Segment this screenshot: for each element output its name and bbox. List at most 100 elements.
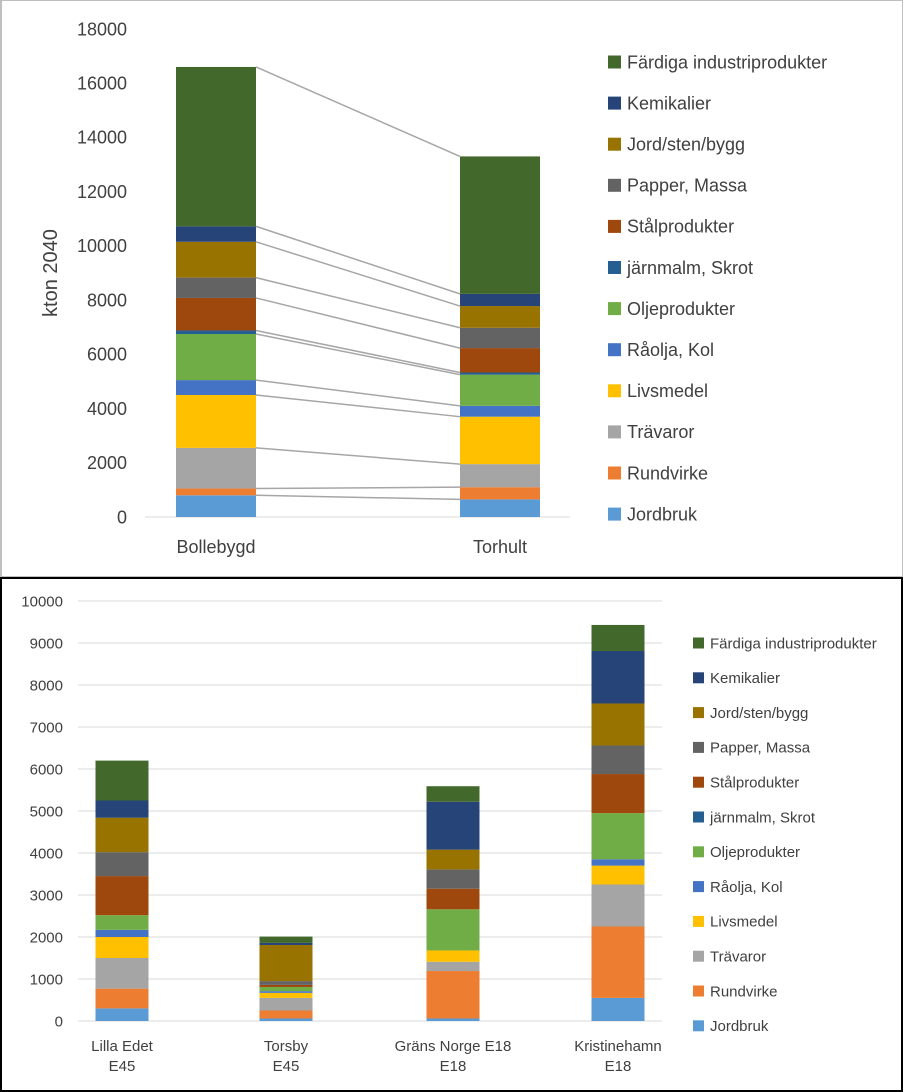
bar-segment-kemikalier xyxy=(176,226,256,242)
legend-swatch-järnmalm-skrot xyxy=(693,811,704,823)
bar-segment-livsmedel xyxy=(176,395,256,448)
bar-segment-stålprodukter xyxy=(460,348,540,373)
bar-segment-trävaror xyxy=(426,961,480,972)
legend-swatch-färdiga-industriprodukter xyxy=(608,55,621,69)
legend-label: Oljeprodukter xyxy=(710,844,800,861)
bar-segment-rundvirke xyxy=(259,1010,313,1019)
series-line-järnmalm-skrot xyxy=(255,329,461,374)
bar-segment-råolja-kol xyxy=(259,991,313,993)
bar-segment-rundvirke xyxy=(426,971,480,1019)
bar-segment-stålprodukter xyxy=(426,888,480,910)
legend-label: Färdiga industriprodukter xyxy=(710,635,877,652)
legend-label: Kemikalier xyxy=(710,670,780,687)
chart-panel-top xyxy=(0,0,903,577)
bar-segment-rundvirke xyxy=(460,487,540,500)
bar-segment-jord-sten-bygg xyxy=(460,306,540,328)
legend-label: Färdiga industriprodukter xyxy=(627,52,827,72)
legend-swatch-jord-sten-bygg xyxy=(608,137,621,151)
bar-segment-jordbruk xyxy=(95,1008,149,1021)
legend-label: Jord/sten/bygg xyxy=(710,705,808,722)
legend-swatch-stålprodukter xyxy=(608,219,621,233)
bar-segment-papper-massa xyxy=(460,327,540,349)
y-tick-label: 6000 xyxy=(30,761,63,778)
bar-segment-jordbruk xyxy=(460,499,540,517)
series-line-stålprodukter xyxy=(255,297,461,349)
bar-segment-järnmalm-skrot xyxy=(176,330,256,334)
bar-segment-råolja-kol xyxy=(176,380,256,395)
bar-segment-kemikalier xyxy=(259,942,313,945)
bar-segment-livsmedel xyxy=(426,950,480,962)
series-line-trävaror xyxy=(255,447,461,465)
x-tick-label: E18 xyxy=(605,1058,632,1075)
bar-segment-livsmedel xyxy=(259,992,313,998)
bar-segment-färdiga-industriprodukter xyxy=(460,156,540,294)
legend-label: Rundvirke xyxy=(710,983,778,1000)
y-tick-label: 18000 xyxy=(77,19,127,39)
legend-label: Kemikalier xyxy=(627,93,711,113)
y-tick-label: 10000 xyxy=(77,236,127,256)
y-tick-label: 10000 xyxy=(21,593,63,610)
bar-segment-papper-massa xyxy=(95,852,149,877)
series-line-papper-massa xyxy=(255,276,461,329)
legend-swatch-färdiga-industriprodukter xyxy=(693,637,704,649)
series-line-råolja-kol xyxy=(255,379,461,407)
legend-label: Jord/sten/bygg xyxy=(627,135,745,155)
legend-swatch-rundvirke xyxy=(693,985,704,997)
legend-label: Råolja, Kol xyxy=(710,879,783,896)
x-tick-label: Lilla Edet xyxy=(91,1038,154,1055)
legend-swatch-papper-massa xyxy=(693,741,704,753)
legend-swatch-stålprodukter xyxy=(693,776,704,788)
legend-swatch-kemikalier xyxy=(608,96,621,110)
y-tick-label: 5000 xyxy=(30,803,63,820)
y-tick-label: 3000 xyxy=(30,887,63,904)
bar-segment-råolja-kol xyxy=(591,859,645,866)
legend-label: Råolja, Kol xyxy=(627,340,714,360)
y-tick-label: 16000 xyxy=(77,74,127,94)
bar-segment-papper-massa xyxy=(426,869,480,889)
bar-segment-jordbruk xyxy=(591,997,645,1021)
bar-segment-trävaror xyxy=(95,958,149,989)
x-tick-label: Bollebygd xyxy=(176,537,255,557)
legend-label: järnmalm, Skrot xyxy=(709,809,816,826)
bar-segment-rundvirke xyxy=(591,926,645,998)
bar-segment-oljeprodukter xyxy=(176,334,256,381)
bar-segment-oljeprodukter xyxy=(259,986,313,992)
legend-label: Trävaror xyxy=(627,422,694,442)
bar-segment-färdiga-industriprodukter xyxy=(176,66,256,227)
bar-segment-oljeprodukter xyxy=(460,374,540,406)
legend-swatch-livsmedel xyxy=(693,915,704,927)
legend-label: Papper, Massa xyxy=(710,740,811,757)
x-tick-label: Gräns Norge E18 xyxy=(395,1038,512,1055)
bar-segment-trävaror xyxy=(460,464,540,488)
legend-swatch-livsmedel xyxy=(608,384,621,398)
legend-label: Trävaror xyxy=(710,948,766,965)
y-tick-label: 4000 xyxy=(87,399,127,419)
y-tick-label: 14000 xyxy=(77,128,127,148)
x-tick-label: Kristinehamn xyxy=(574,1038,662,1055)
bar-segment-oljeprodukter xyxy=(426,909,480,951)
legend-label: Rundvirke xyxy=(627,463,708,483)
legend-label: Livsmedel xyxy=(710,914,778,931)
legend-swatch-kemikalier xyxy=(693,672,704,684)
bar-segment-råolja-kol xyxy=(95,929,149,937)
legend-label: Papper, Massa xyxy=(627,176,748,196)
y-tick-label: 7000 xyxy=(30,719,63,736)
legend-swatch-jordbruk xyxy=(693,1020,704,1032)
bar-segment-rundvirke xyxy=(95,988,149,1009)
bar-segment-rundvirke xyxy=(176,488,256,496)
legend-swatch-oljeprodukter xyxy=(608,302,621,316)
x-tick-label: Torsby xyxy=(264,1038,309,1055)
bar-segment-livsmedel xyxy=(591,865,645,885)
bar-segment-kemikalier xyxy=(591,650,645,704)
bar-segment-trävaror xyxy=(591,884,645,927)
bar-segment-jord-sten-bygg xyxy=(259,944,313,982)
series-line-kemikalier xyxy=(255,225,461,295)
legend-label: Oljeprodukter xyxy=(627,299,735,319)
x-tick-label: E45 xyxy=(109,1058,136,1075)
bar-segment-färdiga-industriprodukter xyxy=(426,786,480,802)
legend-swatch-trävaror xyxy=(608,425,621,439)
series-line-jordbruk xyxy=(255,494,461,501)
legend-swatch-råolja-kol xyxy=(693,881,704,893)
bar-segment-järnmalm-skrot xyxy=(460,372,540,375)
series-line-rundvirke xyxy=(255,486,461,490)
